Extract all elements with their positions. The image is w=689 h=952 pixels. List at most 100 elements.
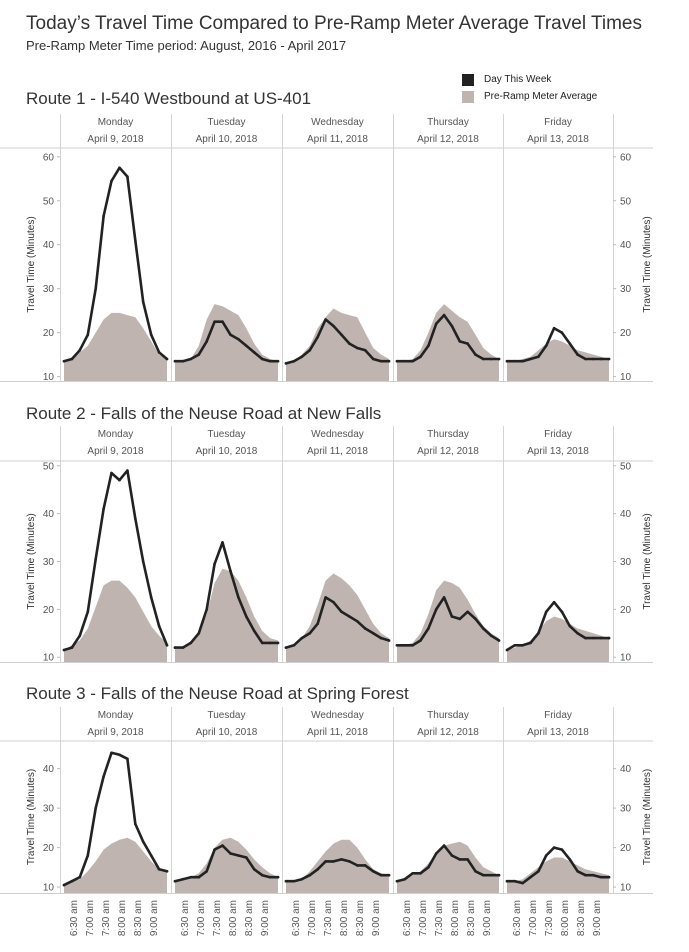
actual-point bbox=[584, 357, 587, 361]
actual-point bbox=[181, 359, 185, 363]
actual-point bbox=[411, 644, 415, 647]
actual-point bbox=[308, 873, 312, 877]
actual-point bbox=[102, 775, 105, 778]
actual-point bbox=[356, 346, 359, 350]
panel-day-label: Tuesday bbox=[208, 117, 246, 128]
panel-day-label: Monday bbox=[98, 117, 134, 128]
actual-point bbox=[62, 359, 66, 363]
actual-point bbox=[584, 636, 587, 640]
actual-point bbox=[513, 879, 517, 883]
actual-point bbox=[371, 357, 375, 361]
y-axis-label-left: Travel Time (Minutes) bbox=[26, 216, 37, 312]
panel-date-label: April 13, 2018 bbox=[527, 727, 589, 738]
actual-point bbox=[568, 624, 572, 628]
actual-line bbox=[284, 596, 391, 649]
average-area bbox=[397, 580, 499, 662]
actual-point bbox=[173, 359, 177, 363]
average-area bbox=[286, 573, 389, 662]
actual-point bbox=[537, 632, 540, 635]
actual-point bbox=[489, 357, 493, 361]
actual-point bbox=[165, 870, 169, 873]
y-tick-label-right: 30 bbox=[620, 557, 632, 568]
y-tick-label-left: 20 bbox=[43, 328, 55, 339]
y-tick-label-right: 40 bbox=[620, 509, 632, 520]
panel-day-label: Wednesday bbox=[311, 429, 364, 440]
actual-point bbox=[521, 359, 524, 363]
panel-tuesday: Tuesday April 10, 2018 bbox=[173, 117, 280, 381]
actual-point bbox=[599, 875, 603, 879]
actual-point bbox=[237, 337, 240, 341]
actual-point bbox=[450, 615, 454, 618]
actual-point bbox=[332, 324, 335, 328]
legend-swatch-actual bbox=[462, 73, 474, 86]
y-tick-label-right: 10 bbox=[620, 883, 632, 894]
actual-point bbox=[324, 318, 327, 321]
actual-point bbox=[324, 860, 327, 863]
actual-point bbox=[537, 870, 540, 873]
actual-point bbox=[102, 214, 105, 218]
actual-point bbox=[197, 353, 201, 356]
actual-line bbox=[62, 751, 169, 887]
panel-monday: Monday April 9, 2018 bbox=[62, 429, 169, 662]
actual-point bbox=[316, 622, 320, 625]
x-tick-label: 8:00 am bbox=[339, 900, 350, 936]
panel-date-label: April 9, 2018 bbox=[87, 446, 144, 457]
actual-point bbox=[513, 359, 517, 363]
actual-point bbox=[348, 615, 351, 618]
route-1-title: Route 1 - I-540 Westbound at US-401 bbox=[26, 89, 311, 108]
actual-point bbox=[607, 636, 611, 640]
actual-point bbox=[189, 641, 193, 645]
actual-point bbox=[340, 610, 343, 614]
actual-point bbox=[371, 870, 375, 873]
actual-point bbox=[592, 357, 595, 361]
actual-point bbox=[411, 359, 415, 363]
actual-point bbox=[379, 359, 383, 363]
actual-point bbox=[544, 610, 548, 614]
actual-point bbox=[403, 359, 407, 363]
actual-point bbox=[221, 320, 224, 324]
x-tick-label: 6:30 am bbox=[512, 900, 523, 936]
actual-line bbox=[62, 469, 169, 652]
x-axis: 6:30 am 7:00 am 7:30 am 8:00 am 8:30 am 9:00 … bbox=[69, 900, 603, 936]
y-tick-label-left: 10 bbox=[43, 372, 55, 383]
actual-point bbox=[205, 870, 208, 873]
actual-point bbox=[521, 881, 524, 885]
average-area bbox=[64, 837, 167, 893]
actual-point bbox=[94, 287, 97, 291]
y-tick-label-left: 50 bbox=[43, 461, 55, 472]
actual-point bbox=[544, 344, 548, 348]
x-tick-label: 7:30 am bbox=[434, 900, 445, 936]
x-tick-label: 8:30 am bbox=[466, 900, 477, 936]
actual-point bbox=[482, 873, 485, 877]
actual-point bbox=[292, 359, 296, 363]
actual-point bbox=[126, 469, 129, 472]
actual-point bbox=[245, 344, 248, 348]
actual-point bbox=[268, 359, 272, 363]
average-area bbox=[397, 841, 499, 893]
panel-wednesday: Wednesday April 11, 2018 bbox=[284, 429, 391, 662]
actual-point bbox=[276, 359, 280, 363]
average-area bbox=[175, 304, 278, 381]
y-tick-label-left: 30 bbox=[43, 284, 55, 295]
actual-point bbox=[529, 875, 532, 879]
x-tick-label: 7:00 am bbox=[196, 900, 207, 936]
actual-point bbox=[62, 648, 66, 652]
route-2-title: Route 2 - Falls of the Neuse Road at New… bbox=[26, 404, 381, 423]
actual-point bbox=[173, 646, 177, 649]
actual-point bbox=[356, 620, 359, 623]
x-tick-label: 8:00 am bbox=[560, 900, 571, 936]
actual-point bbox=[474, 353, 477, 356]
y-tick-label-right: 10 bbox=[620, 653, 632, 664]
y-axis-label-right: Travel Time (Minutes) bbox=[642, 513, 653, 609]
y-tick-label-left: 30 bbox=[43, 804, 55, 815]
x-tick-label: 7:30 am bbox=[101, 900, 112, 936]
actual-point bbox=[149, 854, 153, 857]
panel-date-label: April 12, 2018 bbox=[417, 446, 479, 457]
panel-tuesday: Tuesday April 10, 2018 bbox=[173, 429, 280, 662]
actual-point bbox=[568, 858, 572, 861]
actual-point bbox=[489, 873, 493, 877]
actual-point bbox=[70, 879, 74, 883]
actual-point bbox=[332, 860, 335, 863]
actual-point bbox=[521, 644, 524, 647]
actual-point bbox=[118, 753, 121, 757]
